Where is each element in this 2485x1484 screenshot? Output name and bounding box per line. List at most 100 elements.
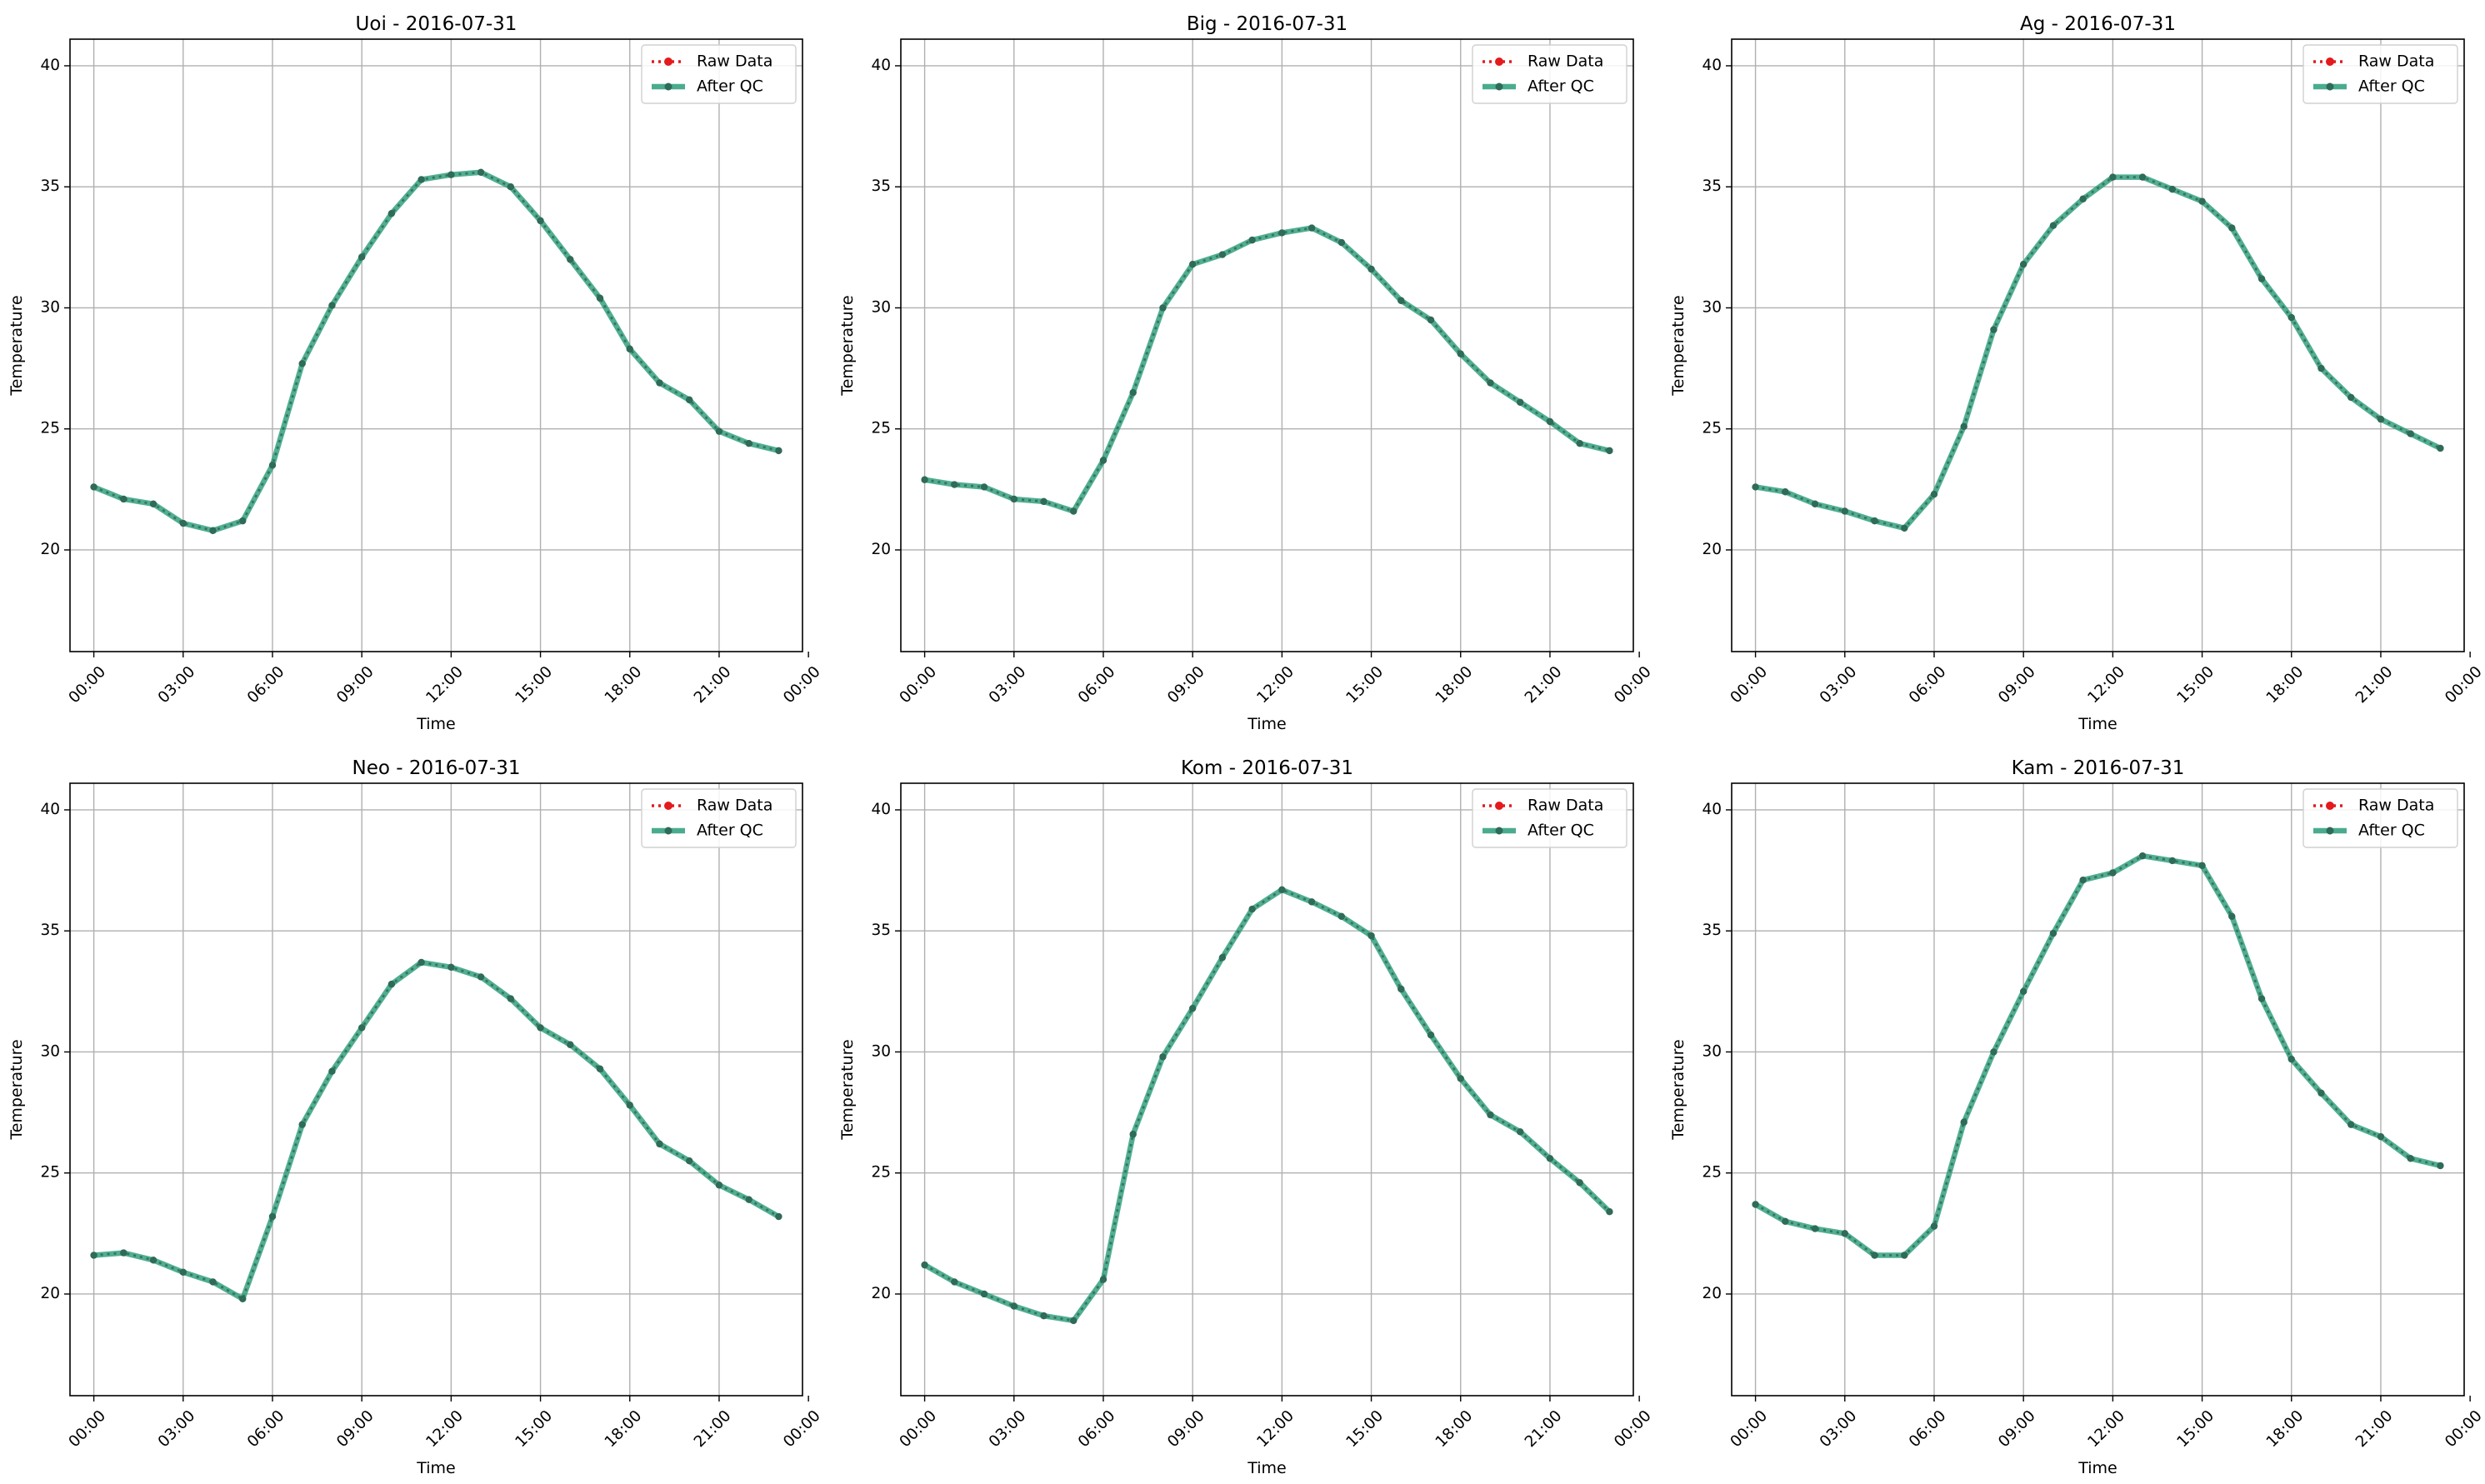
legend-label-raw-data: Raw Data xyxy=(1528,797,1603,815)
legend-label-after-qc: After QC xyxy=(1528,77,1594,96)
after-qc-data-point xyxy=(2228,912,2236,920)
after-qc-data-point xyxy=(2019,987,2028,996)
x-tick-label: 00:00 xyxy=(897,1407,941,1452)
y-tick-label: 25 xyxy=(1702,1164,1722,1182)
x-tick-label: 09:00 xyxy=(1164,663,1208,707)
legend: Raw Data After QC xyxy=(1472,44,1628,104)
y-tick-label: 25 xyxy=(1702,420,1722,437)
after-qc-data-point xyxy=(626,1102,633,1109)
legend-label-raw-data: Raw Data xyxy=(2358,797,2434,815)
y-tick-label: 40 xyxy=(871,801,891,818)
series-overlay-dots xyxy=(1755,176,2441,530)
x-tick-label: 03:00 xyxy=(986,663,1030,707)
legend-marker-after-qc xyxy=(664,82,672,91)
after-qc-data-point xyxy=(2198,862,2206,869)
after-qc-data-point xyxy=(2168,857,2177,865)
after-qc-data-point xyxy=(2168,185,2177,193)
y-tick-label: 30 xyxy=(40,1042,60,1060)
after-qc-data-point xyxy=(2228,224,2236,232)
legend-label-after-qc: After QC xyxy=(2358,77,2425,96)
series-overlay-dots xyxy=(93,961,779,1301)
after-qc-data-point xyxy=(1129,388,1137,397)
after-qc-data-point xyxy=(1159,1053,1167,1061)
after-qc-data-point xyxy=(1782,1217,1789,1226)
x-tick-label: 00:00 xyxy=(780,1407,824,1452)
x-axis-label: Time xyxy=(416,715,456,733)
legend-label-raw-data: Raw Data xyxy=(1528,52,1603,71)
x-tick-label: 03:00 xyxy=(155,1407,199,1452)
after-qc-data-point xyxy=(980,483,988,491)
after-qc-data-point xyxy=(2019,260,2028,268)
after-qc-data-point xyxy=(1248,905,1256,913)
chart-panel-6: 00:00 03:00 06:00 09:00 12:00 15:00 18:00 21:00… xyxy=(1669,757,2485,1477)
after-qc-data-point xyxy=(2258,995,2266,1002)
after-qc-data-point xyxy=(1930,1222,1938,1230)
after-qc-data-point xyxy=(596,1065,604,1073)
after-qc-data-point xyxy=(239,517,247,525)
legend-marker-raw-data xyxy=(664,802,672,810)
after-qc-data-point xyxy=(1487,379,1494,387)
x-tick-label: 06:00 xyxy=(1075,1407,1119,1452)
series-overlay-dots xyxy=(924,227,1610,512)
after-qc-data-point xyxy=(2138,173,2147,181)
after-qc-data-point xyxy=(1841,507,1848,515)
after-qc-data-point xyxy=(2258,275,2266,282)
y-axis-label: Temperature xyxy=(8,1039,26,1140)
after-qc-data-point xyxy=(1070,1317,1078,1325)
after-qc-data-point xyxy=(2377,1132,2385,1141)
after-qc-data-point xyxy=(149,500,158,507)
after-qc-data-point xyxy=(507,995,515,1002)
after-qc-data-point xyxy=(1398,297,1405,304)
after-qc-data-point xyxy=(1487,1111,1494,1119)
after-qc-data-point xyxy=(1457,350,1464,357)
legend: Raw Data After QC xyxy=(2302,44,2458,104)
series-line-after-qc xyxy=(924,225,1611,514)
x-tick-label: 18:00 xyxy=(602,663,646,707)
x-tick-label: 06:00 xyxy=(1075,663,1119,707)
after-qc-data-point xyxy=(1782,488,1789,496)
y-tick-label: 35 xyxy=(1702,922,1722,939)
x-tick-label: 18:00 xyxy=(1432,663,1477,707)
after-qc-data-point xyxy=(2318,364,2325,372)
axes-frame xyxy=(900,38,1634,652)
x-tick-label: 18:00 xyxy=(1432,1407,1477,1452)
after-qc-data-point xyxy=(239,1295,247,1302)
series-line-raw-data xyxy=(93,961,780,1301)
after-qc-data-point xyxy=(328,1067,336,1075)
after-qc-data-point xyxy=(921,476,928,483)
legend-marker-after-qc xyxy=(2326,82,2334,91)
x-tick-label: 12:00 xyxy=(1253,663,1298,707)
x-tick-label: 12:00 xyxy=(422,663,467,707)
after-qc-data-point xyxy=(1606,447,1613,455)
y-tick-label: 25 xyxy=(40,420,60,437)
after-qc-data-point xyxy=(1576,439,1583,447)
y-tick-label: 20 xyxy=(1702,1285,1722,1302)
legend: Raw Data After QC xyxy=(641,788,797,848)
after-qc-data-point xyxy=(1188,1004,1197,1012)
x-tick-label: 00:00 xyxy=(66,663,110,707)
x-axis-label: Time xyxy=(2078,715,2118,733)
after-qc-data-point xyxy=(298,360,306,367)
legend-marker-raw-data xyxy=(1495,802,1503,810)
legend-marker-after-qc xyxy=(664,827,672,835)
legend-marker-after-qc xyxy=(1495,827,1503,835)
x-tick-label: 00:00 xyxy=(2442,1407,2485,1452)
y-tick-label: 20 xyxy=(1702,541,1722,558)
after-qc-data-point xyxy=(388,209,396,217)
after-qc-data-point xyxy=(1960,422,1968,431)
legend-marker-raw-data xyxy=(664,57,672,66)
after-qc-data-point xyxy=(1576,1179,1583,1187)
y-tick-label: 30 xyxy=(1702,298,1722,316)
after-qc-data-point xyxy=(2437,1162,2444,1170)
after-qc-data-point xyxy=(1517,398,1524,406)
after-qc-data-point xyxy=(715,427,723,435)
after-qc-data-point xyxy=(2138,852,2147,860)
after-qc-data-point xyxy=(1338,912,1346,920)
series-line-raw-data xyxy=(923,888,1611,1322)
x-tick-label: 12:00 xyxy=(2084,1407,2128,1452)
x-tick-label: 15:00 xyxy=(512,663,557,707)
x-tick-label: 12:00 xyxy=(2084,663,2128,707)
after-qc-data-point xyxy=(1308,224,1316,232)
after-qc-data-point xyxy=(1811,500,1819,507)
x-tick-label: 09:00 xyxy=(1164,1407,1208,1452)
